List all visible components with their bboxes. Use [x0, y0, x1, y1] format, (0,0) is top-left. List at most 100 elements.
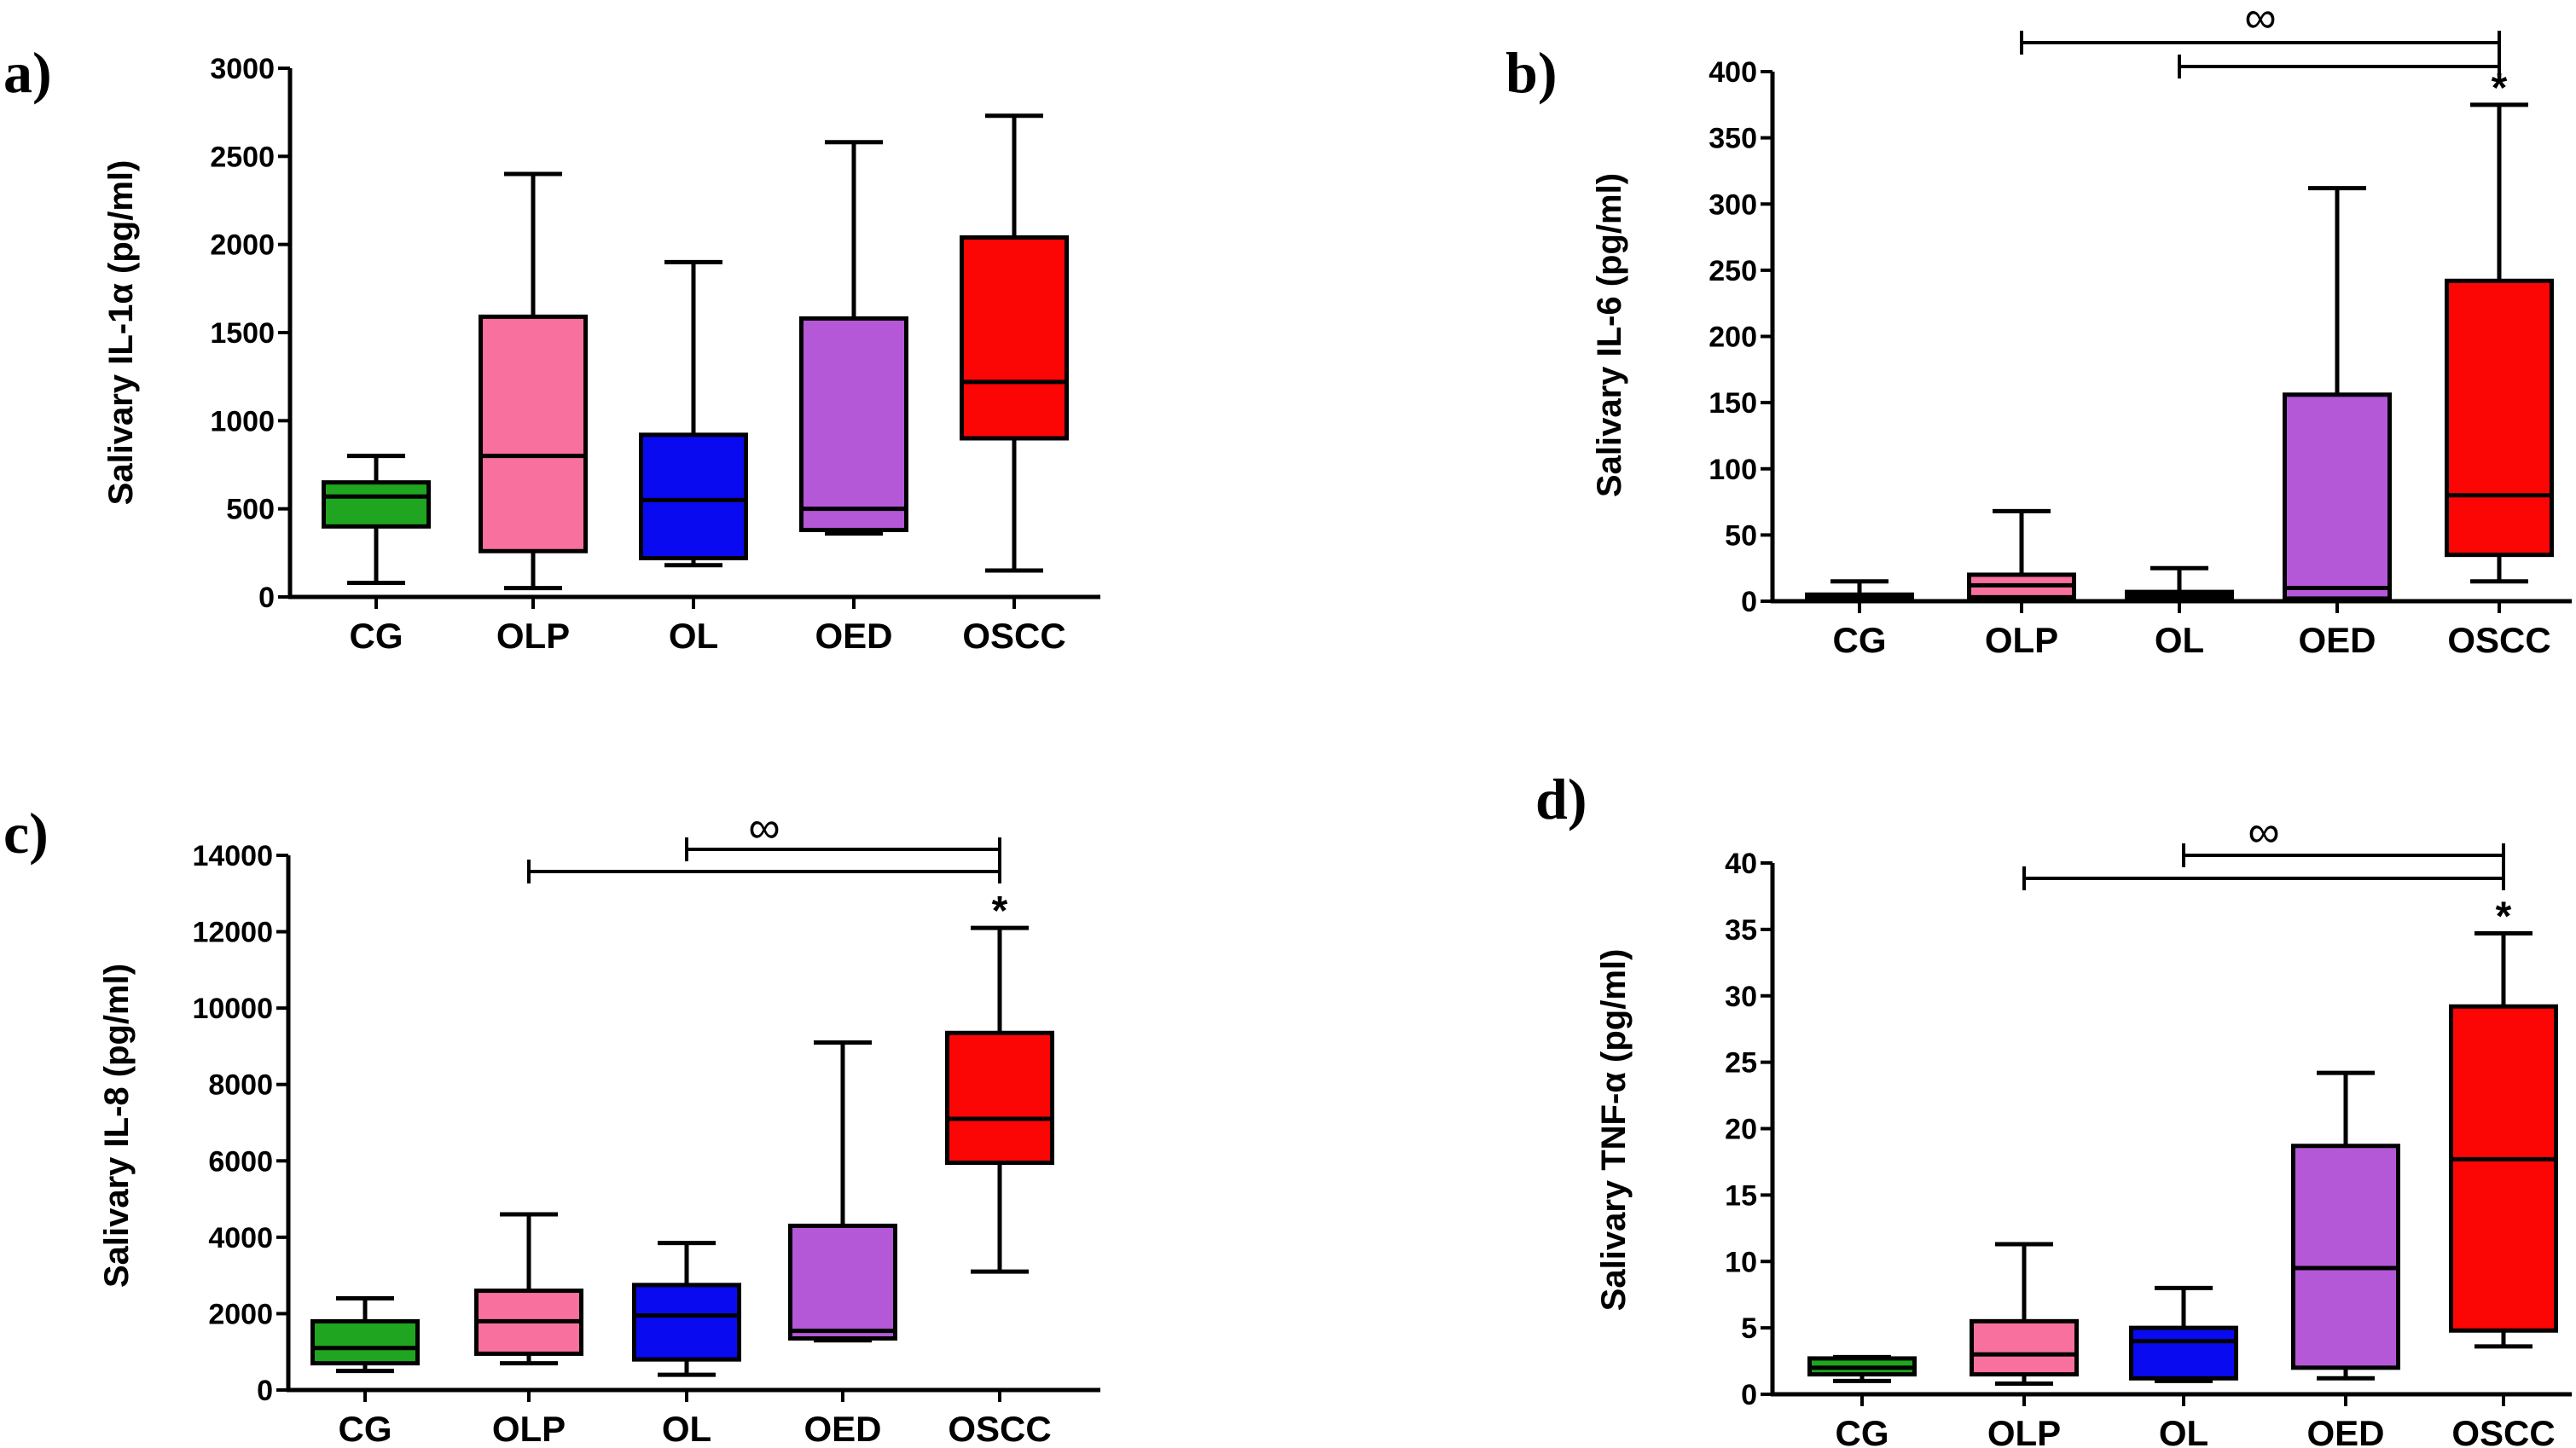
- box-oscc: [960, 113, 1069, 573]
- y-tick-label: 25: [1725, 1047, 1757, 1080]
- x-tick-label: OLP: [492, 1409, 566, 1448]
- y-tick-label: 2000: [210, 229, 275, 262]
- y-tick-label: 100: [1709, 454, 1757, 486]
- chart-panel-c: c) 0 2000 4000 6000 8000 10000 12000 14000 Saliva…: [3, 801, 1100, 1448]
- box-iqr: [1970, 1318, 2079, 1377]
- significance-star: *: [2492, 66, 2508, 111]
- y-axis-label: Salivary IL-6 (pg/ml): [1591, 173, 1628, 497]
- x-tick-label: OL: [669, 616, 718, 656]
- box-iqr: [2445, 278, 2554, 558]
- panel-label: b): [1506, 40, 1557, 105]
- x-tick-label: OLP: [496, 616, 570, 656]
- significance-star: *: [992, 889, 1008, 934]
- box-oscc: [2445, 102, 2554, 584]
- x-tick-label: OL: [662, 1409, 711, 1448]
- box-cg: [322, 454, 431, 585]
- significance-infinity: ∞: [748, 803, 780, 853]
- chart-panel-a: a) 0 500 1000 1500 2000 2500 3000 Salivary IL-1α…: [3, 40, 1100, 656]
- x-tick-label: CG: [1833, 620, 1887, 660]
- y-tick-label: 1000: [210, 405, 275, 437]
- x-tick-label: OLP: [1985, 620, 2058, 660]
- x-tick-label: CG: [350, 616, 403, 656]
- x-tick-label: OLP: [1987, 1413, 2061, 1448]
- box-cg: [310, 1296, 420, 1374]
- box-oed: [2283, 186, 2392, 604]
- box-oed: [799, 140, 908, 536]
- box-iqr: [639, 432, 748, 561]
- box-iqr: [2449, 1004, 2558, 1333]
- y-tick-label: 500: [226, 494, 275, 526]
- y-axis-label: Salivary IL-1α (pg/ml): [102, 160, 140, 506]
- x-tick-label: OSCC: [962, 616, 1065, 656]
- y-tick-label: 5: [1741, 1312, 1757, 1345]
- box-olp: [1970, 1242, 2079, 1387]
- box-iqr: [632, 1283, 741, 1362]
- y-tick-label: 10000: [192, 993, 273, 1025]
- y-tick-label: 2500: [210, 141, 275, 173]
- x-tick-label: OL: [2155, 620, 2204, 660]
- significance-infinity: ∞: [2244, 0, 2276, 43]
- y-tick-label: 35: [1725, 914, 1757, 947]
- box-iqr: [799, 316, 908, 532]
- y-tick-label: 0: [258, 582, 275, 614]
- significance-infinity: ∞: [2248, 808, 2279, 857]
- box-oed: [788, 1040, 897, 1343]
- box-iqr: [788, 1223, 897, 1341]
- y-tick-label: 400: [1709, 56, 1757, 89]
- x-tick-label: OSCC: [2447, 620, 2550, 660]
- y-tick-label: 50: [1725, 519, 1757, 552]
- box-ol: [2129, 1285, 2238, 1383]
- y-tick-label: 3000: [210, 53, 275, 85]
- x-tick-label: OL: [2159, 1413, 2208, 1448]
- y-tick-label: 10: [1725, 1246, 1757, 1278]
- box-ol: [2125, 565, 2234, 604]
- box-olp: [479, 171, 588, 591]
- box-olp: [1967, 508, 2076, 604]
- y-tick-label: 200: [1709, 321, 1757, 354]
- y-tick-label: 0: [1741, 586, 1757, 618]
- x-tick-label: OSCC: [948, 1409, 1051, 1448]
- panel-label: d): [1535, 767, 1587, 831]
- x-tick-label: OED: [2306, 1413, 2384, 1448]
- chart-panel-b: b) 0 50 100 150 200 250 300 350 400 Salivary IL-6 …: [1506, 0, 2572, 660]
- y-tick-label: 150: [1709, 387, 1757, 420]
- significance-star: *: [2496, 895, 2512, 940]
- y-tick-label: 300: [1709, 188, 1757, 221]
- box-iqr: [2291, 1144, 2400, 1370]
- box-olp: [474, 1212, 583, 1366]
- box-cg: [1807, 1354, 1917, 1383]
- panel-label: c): [3, 801, 49, 866]
- box-iqr: [960, 235, 1069, 441]
- y-tick-label: 2000: [208, 1298, 273, 1330]
- y-tick-label: 8000: [208, 1069, 273, 1102]
- x-tick-label: OED: [815, 616, 892, 656]
- y-tick-label: 0: [1741, 1379, 1757, 1411]
- box-iqr: [479, 314, 588, 553]
- box-ol: [632, 1241, 741, 1377]
- box-iqr: [322, 480, 431, 529]
- box-iqr: [310, 1318, 420, 1366]
- y-axis-label: Salivary TNF-α (pg/ml): [1595, 949, 1633, 1312]
- box-oscc: [945, 925, 1054, 1274]
- y-tick-label: 1500: [210, 317, 275, 350]
- y-tick-label: 40: [1725, 848, 1757, 880]
- panel-label: a): [3, 40, 52, 105]
- y-axis-label: Salivary IL-8 (pg/ml): [98, 964, 136, 1288]
- box-iqr: [2283, 392, 2392, 601]
- x-tick-label: CG: [339, 1409, 392, 1448]
- x-tick-label: CG: [1836, 1413, 1889, 1448]
- box-oed: [2291, 1070, 2400, 1381]
- y-tick-label: 14000: [192, 840, 273, 872]
- y-tick-label: 12000: [192, 917, 273, 949]
- box-iqr: [2129, 1325, 2238, 1381]
- y-tick-label: 250: [1709, 255, 1757, 287]
- y-tick-label: 4000: [208, 1222, 273, 1254]
- y-tick-label: 30: [1725, 981, 1757, 1013]
- y-tick-label: 6000: [208, 1145, 273, 1178]
- chart-panel-d: d) 0 5 10 15 20 25 30 35 40 Salivary TNF-α (pg/ml)…: [1535, 767, 2572, 1448]
- y-tick-label: 20: [1725, 1114, 1757, 1146]
- y-tick-label: 350: [1709, 123, 1757, 155]
- box-iqr: [945, 1030, 1054, 1166]
- box-oscc: [2449, 931, 2558, 1349]
